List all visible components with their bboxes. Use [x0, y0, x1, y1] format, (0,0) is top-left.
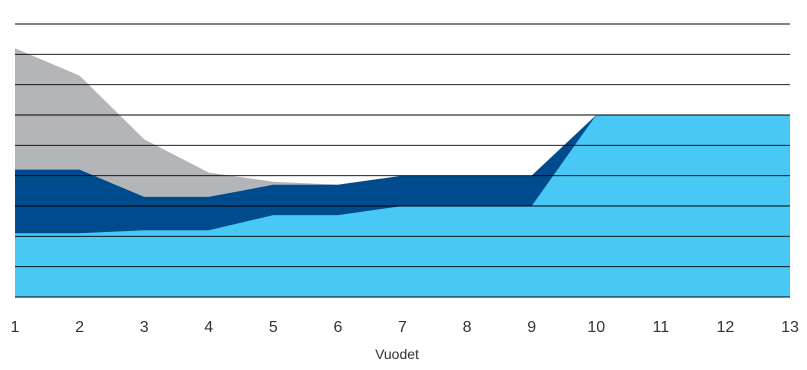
x-tick-label: 13 [781, 319, 799, 336]
x-tick-label: 7 [398, 319, 407, 336]
x-tick-label: 2 [75, 319, 84, 336]
x-tick-label: 8 [463, 319, 472, 336]
x-tick-labels: 1 2 3 4 5 6 7 8 9 10 11 12 13 [11, 319, 799, 336]
gridlines [15, 23, 790, 268]
x-tick-label: 12 [717, 319, 735, 336]
x-tick-label: 9 [527, 319, 536, 336]
area-layer [15, 48, 790, 298]
x-axis-label: Vuodet [375, 346, 419, 362]
x-tick-label: 11 [653, 319, 670, 336]
x-tick-label: 10 [587, 319, 605, 336]
x-tick-label: 3 [140, 319, 149, 336]
x-tick-label: 4 [204, 319, 213, 336]
x-tick-label: 6 [333, 319, 342, 336]
x-tick-label: 1 [11, 319, 20, 336]
x-tick-label: 5 [269, 319, 278, 336]
